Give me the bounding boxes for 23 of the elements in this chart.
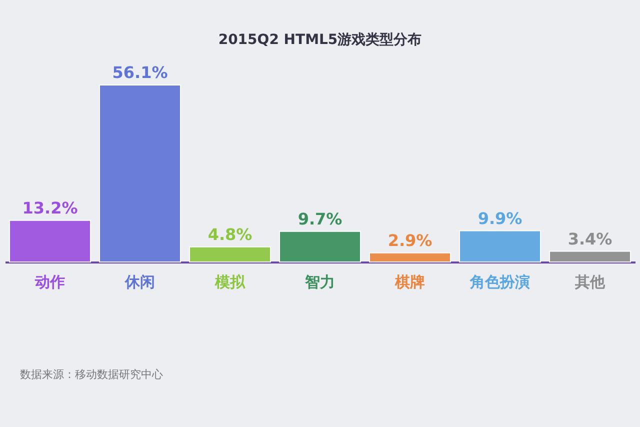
data-label: 9.9%	[478, 208, 522, 228]
data-label: 2.9%	[388, 230, 432, 250]
data-label: 9.7%	[298, 209, 342, 228]
x-tick-label: 动作	[34, 273, 65, 291]
data-label: 4.8%	[208, 224, 252, 244]
x-tick-label: 棋牌	[394, 273, 425, 291]
x-tick-label: 其他	[574, 273, 606, 291]
bar	[369, 252, 451, 262]
source-note: 数据来源：移动数据研究中心	[20, 368, 163, 381]
x-tick-label: 休闲	[124, 273, 155, 291]
data-label: 56.1%	[112, 63, 168, 82]
x-tick-label: 模拟	[214, 273, 246, 291]
bar	[99, 84, 181, 262]
chart-title: 2015Q2 HTML5游戏类型分布	[218, 32, 422, 48]
bar	[279, 230, 361, 262]
x-tick-label: 角色扮演	[469, 273, 530, 291]
x-tick-label: 智力	[304, 273, 335, 291]
data-label: 3.4%	[568, 229, 612, 248]
data-label: 13.2%	[22, 198, 78, 218]
bar	[459, 230, 541, 262]
bar	[549, 250, 631, 262]
bar	[9, 220, 91, 262]
bar	[189, 246, 271, 262]
